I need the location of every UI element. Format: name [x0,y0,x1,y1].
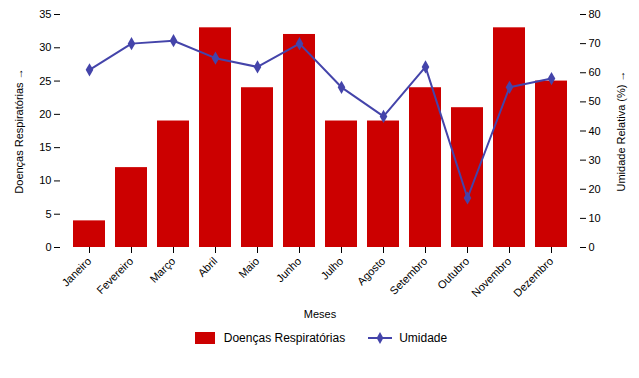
svg-text:Outubro: Outubro [435,255,472,292]
svg-text:40: 40 [589,125,601,137]
svg-text:80: 80 [589,8,601,20]
svg-text:30: 30 [39,41,51,53]
svg-text:Doenças Respiratórias →: Doenças Respiratórias → [13,68,25,193]
svg-text:35: 35 [39,8,51,20]
svg-text:20: 20 [589,183,601,195]
svg-text:20: 20 [39,108,51,120]
html-text:Doenças Respiratórias: Doenças Respiratórias [223,331,346,345]
svg-text:60: 60 [589,66,601,78]
svg-text:50: 50 [589,95,601,107]
svg-text:Setembro: Setembro [387,255,429,297]
svg-text:Abril: Abril [195,255,219,279]
svg-text:15: 15 [39,141,51,153]
html-text:Umidade: Umidade [399,331,448,345]
svg-text:Março: Março [147,255,177,285]
svg-text:Umidade Relativa (%) →: Umidade Relativa (%) → [615,70,627,191]
svg-text:Fevereiro: Fevereiro [94,255,135,296]
svg-text:Dezembro: Dezembro [511,255,555,299]
svg-text:0: 0 [45,241,51,253]
svg-text:10: 10 [589,212,601,224]
svg-text:Janeiro: Janeiro [59,255,93,289]
svg-text:5: 5 [45,208,51,220]
svg-text:30: 30 [589,154,601,166]
svg-text:10: 10 [39,174,51,186]
svg-text:0: 0 [589,241,595,253]
svg-text:70: 70 [589,37,601,49]
svg-text:25: 25 [39,75,51,87]
svg-text:Agosto: Agosto [355,255,388,288]
svg-text:Meses: Meses [304,308,337,320]
svg-text:Novembro: Novembro [469,255,513,299]
svg-text:Junho: Junho [274,255,304,285]
svg-text:Maio: Maio [236,255,261,280]
svg-text:Julho: Julho [318,255,345,282]
